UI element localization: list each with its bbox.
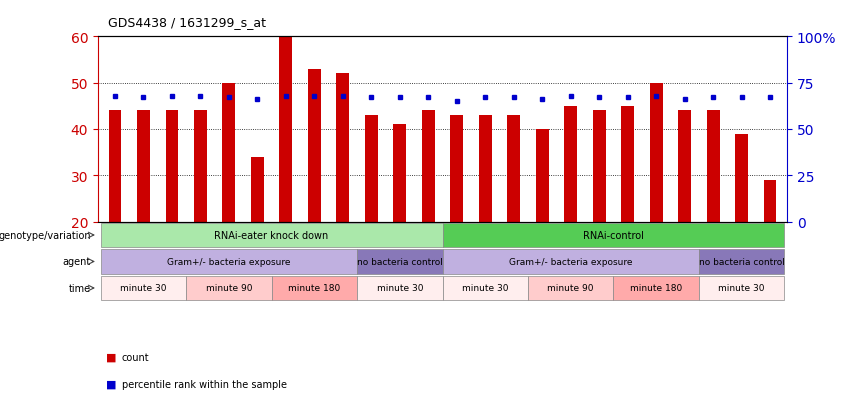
Text: minute 90: minute 90 (547, 284, 594, 293)
Text: agent: agent (63, 257, 91, 267)
Bar (365, 116, 378, 222)
Bar (536, 130, 549, 222)
Text: Gram+/- bacteria exposure: Gram+/- bacteria exposure (509, 257, 632, 266)
Text: minute 30: minute 30 (120, 284, 167, 293)
Text: minute 90: minute 90 (206, 284, 252, 293)
Bar (393, 125, 406, 222)
Bar (450, 116, 463, 222)
Bar (308, 69, 321, 222)
Text: ■: ■ (106, 352, 117, 362)
Bar (357, 276, 443, 300)
Text: Gram+/- bacteria exposure: Gram+/- bacteria exposure (167, 257, 291, 266)
Bar (699, 276, 785, 300)
Bar (194, 111, 207, 222)
Text: time: time (69, 283, 91, 293)
Text: minute 180: minute 180 (630, 284, 683, 293)
Text: ■: ■ (106, 379, 117, 389)
Bar (357, 250, 443, 274)
Bar (763, 180, 776, 222)
Bar (100, 223, 443, 247)
Bar (650, 83, 663, 222)
Text: minute 30: minute 30 (718, 284, 765, 293)
Text: minute 180: minute 180 (288, 284, 340, 293)
Text: count: count (122, 352, 149, 362)
Bar (479, 116, 492, 222)
Bar (443, 276, 528, 300)
Bar (251, 157, 264, 222)
Bar (706, 111, 720, 222)
Bar (422, 111, 435, 222)
Text: no bacteria control: no bacteria control (699, 257, 785, 266)
Bar (593, 111, 606, 222)
Bar (564, 107, 577, 222)
Bar (528, 276, 614, 300)
Text: genotype/variation: genotype/variation (0, 230, 91, 240)
Bar (336, 74, 349, 222)
Text: RNAi-control: RNAi-control (583, 230, 644, 240)
Text: percentile rank within the sample: percentile rank within the sample (122, 379, 287, 389)
Text: minute 30: minute 30 (462, 284, 509, 293)
Bar (100, 276, 186, 300)
Text: RNAi-eater knock down: RNAi-eater knock down (214, 230, 328, 240)
Text: no bacteria control: no bacteria control (357, 257, 443, 266)
Bar (678, 111, 691, 222)
Bar (621, 107, 634, 222)
Bar (443, 223, 785, 247)
Bar (699, 250, 785, 274)
Bar (137, 111, 150, 222)
Bar (735, 134, 748, 222)
Text: minute 30: minute 30 (376, 284, 423, 293)
Text: GDS4438 / 1631299_s_at: GDS4438 / 1631299_s_at (108, 16, 266, 29)
Bar (165, 111, 179, 222)
Bar (279, 37, 292, 222)
Bar (222, 83, 235, 222)
Bar (507, 116, 520, 222)
Bar (100, 250, 357, 274)
Bar (186, 276, 271, 300)
Bar (271, 276, 357, 300)
Bar (614, 276, 699, 300)
Bar (443, 250, 699, 274)
Bar (109, 111, 122, 222)
